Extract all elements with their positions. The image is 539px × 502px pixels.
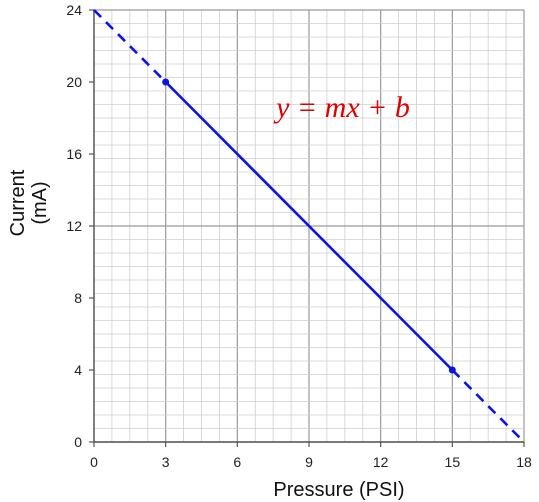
y-tick-label: 0 — [74, 434, 82, 450]
y-axis-title: Current (mA) — [7, 169, 51, 236]
equation-annotation: y = mx + b — [273, 91, 410, 124]
data-point — [448, 366, 456, 374]
x-tick-label: 18 — [516, 454, 532, 470]
axes — [89, 9, 525, 447]
x-tick-label: 3 — [162, 454, 170, 470]
x-tick-label: 0 — [90, 454, 98, 470]
x-tick-label: 9 — [305, 454, 313, 470]
y-tick-label: 16 — [66, 146, 82, 162]
y-tick-label: 24 — [66, 2, 82, 18]
solid-line-segment — [164, 81, 454, 371]
series-line — [93, 9, 525, 443]
data-point — [162, 78, 170, 86]
y-tick-label: 12 — [66, 218, 82, 234]
x-tick-label: 12 — [373, 454, 389, 470]
y-axis-title-line-1: Current — [7, 169, 29, 236]
y-tick-label: 8 — [74, 290, 82, 306]
y-axis-title-line-2: (mA) — [29, 181, 51, 224]
tick-labels: 0 3 6 9 12 15 18 0 4 8 12 16 20 24 — [66, 2, 532, 470]
y-tick-label: 20 — [66, 74, 82, 90]
x-axis-title: Pressure (PSI) — [273, 479, 404, 501]
x-tick-label: 6 — [233, 454, 241, 470]
x-tick-label: 15 — [445, 454, 461, 470]
y-tick-label: 4 — [74, 362, 82, 378]
